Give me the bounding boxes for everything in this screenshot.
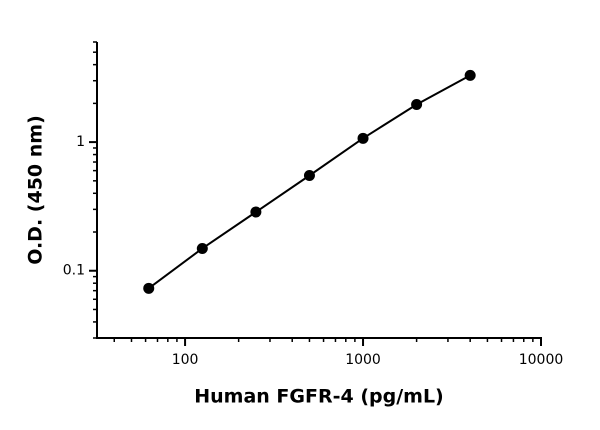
data-point bbox=[357, 132, 369, 144]
fit-line bbox=[148, 74, 471, 290]
x-axis-title: Human FGFR-4 (pg/mL) bbox=[194, 386, 444, 408]
data-point bbox=[196, 242, 208, 254]
x-tick-label: 10000 bbox=[519, 352, 564, 368]
y-tick-label: 1 bbox=[76, 134, 85, 150]
x-tick-label: 1000 bbox=[345, 352, 381, 368]
data-point bbox=[411, 99, 423, 111]
data-point bbox=[143, 282, 155, 294]
data-point bbox=[250, 206, 262, 218]
y-tick-label: 0.1 bbox=[63, 263, 85, 279]
data-point bbox=[303, 169, 315, 181]
x-tick-label: 100 bbox=[172, 352, 199, 368]
data-point bbox=[464, 69, 476, 81]
y-axis-title: O.D. (450 nm) bbox=[25, 115, 47, 265]
